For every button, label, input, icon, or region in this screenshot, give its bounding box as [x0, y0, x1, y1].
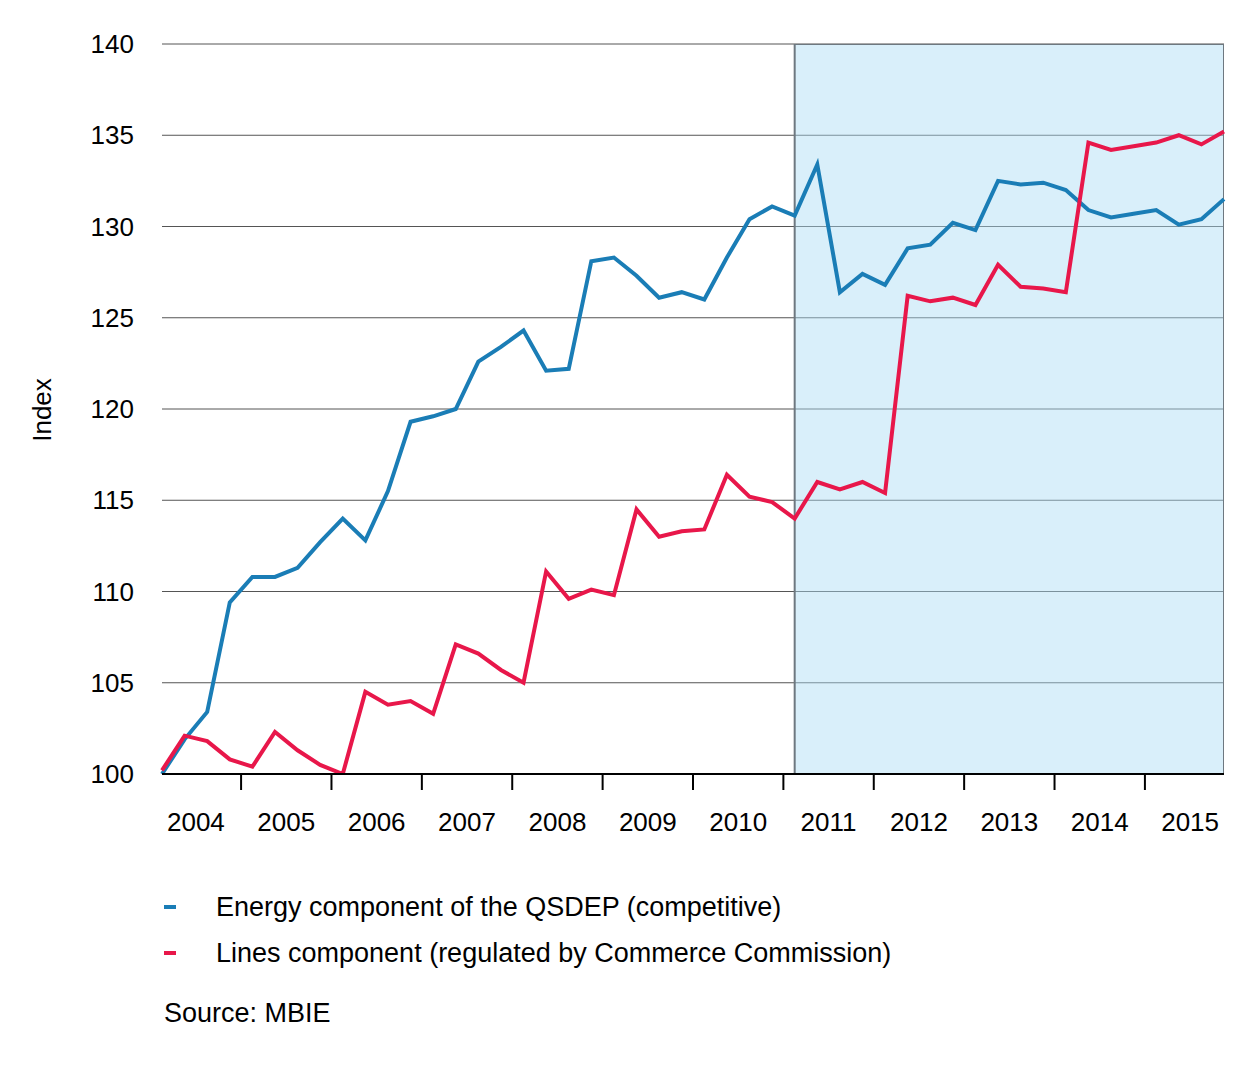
- svg-text:2008: 2008: [529, 807, 587, 837]
- svg-text:115: 115: [93, 485, 134, 515]
- svg-text:2011: 2011: [801, 807, 857, 837]
- svg-text:130: 130: [91, 212, 134, 242]
- svg-text:2014: 2014: [1071, 807, 1129, 837]
- svg-text:2009: 2009: [619, 807, 677, 837]
- svg-text:2012: 2012: [890, 807, 948, 837]
- html-text:Index: Index: [26, 378, 57, 442]
- svg-text:135: 135: [91, 120, 134, 150]
- svg-text:125: 125: [91, 303, 134, 333]
- svg-text:2006: 2006: [348, 807, 406, 837]
- svg-text:2010: 2010: [709, 807, 767, 837]
- svg-text:2015: 2015: [1161, 807, 1219, 837]
- svg-text:105: 105: [91, 668, 134, 698]
- svg-text:2004: 2004: [167, 807, 225, 837]
- svg-text:140: 140: [91, 29, 134, 59]
- svg-text:120: 120: [91, 394, 134, 424]
- svg-text:110: 110: [93, 577, 134, 607]
- svg-text:2013: 2013: [980, 807, 1038, 837]
- html-text:Lines component (regulated by: Lines component (regulated by Commerce C…: [216, 937, 892, 968]
- svg-text:100: 100: [91, 759, 134, 789]
- html-text:Energy component of the QSDEP: Energy component of the QSDEP (competiti…: [216, 891, 782, 922]
- svg-text:2005: 2005: [257, 807, 315, 837]
- svg-text:2007: 2007: [438, 807, 496, 837]
- html-text:Source: MBIE: Source: MBIE: [164, 998, 331, 1028]
